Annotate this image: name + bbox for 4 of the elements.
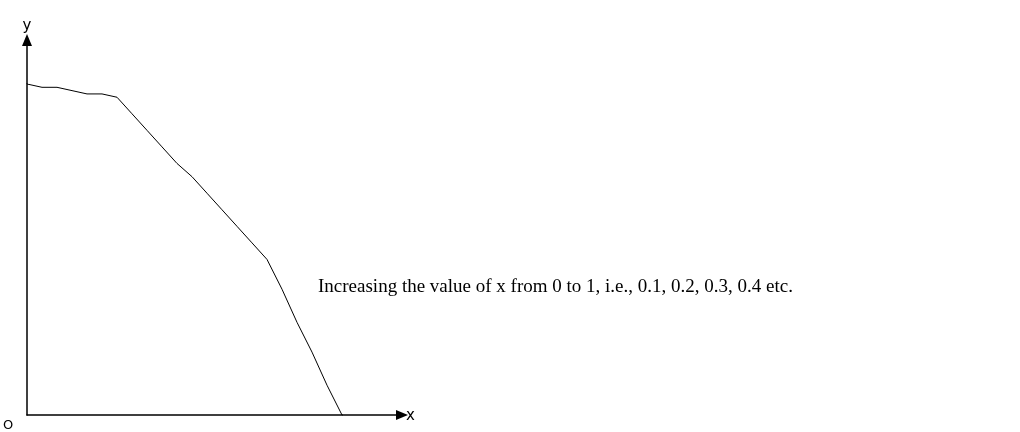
- text: O: [3, 417, 14, 432]
- y-axis-title: y: [22, 15, 32, 34]
- annotation: Increasing the value of x from 0 to 1, i.e., 0.1, 0.2, 0.3, 0.4 etc.: [318, 275, 793, 296]
- x-axis-title: x: [406, 406, 415, 424]
